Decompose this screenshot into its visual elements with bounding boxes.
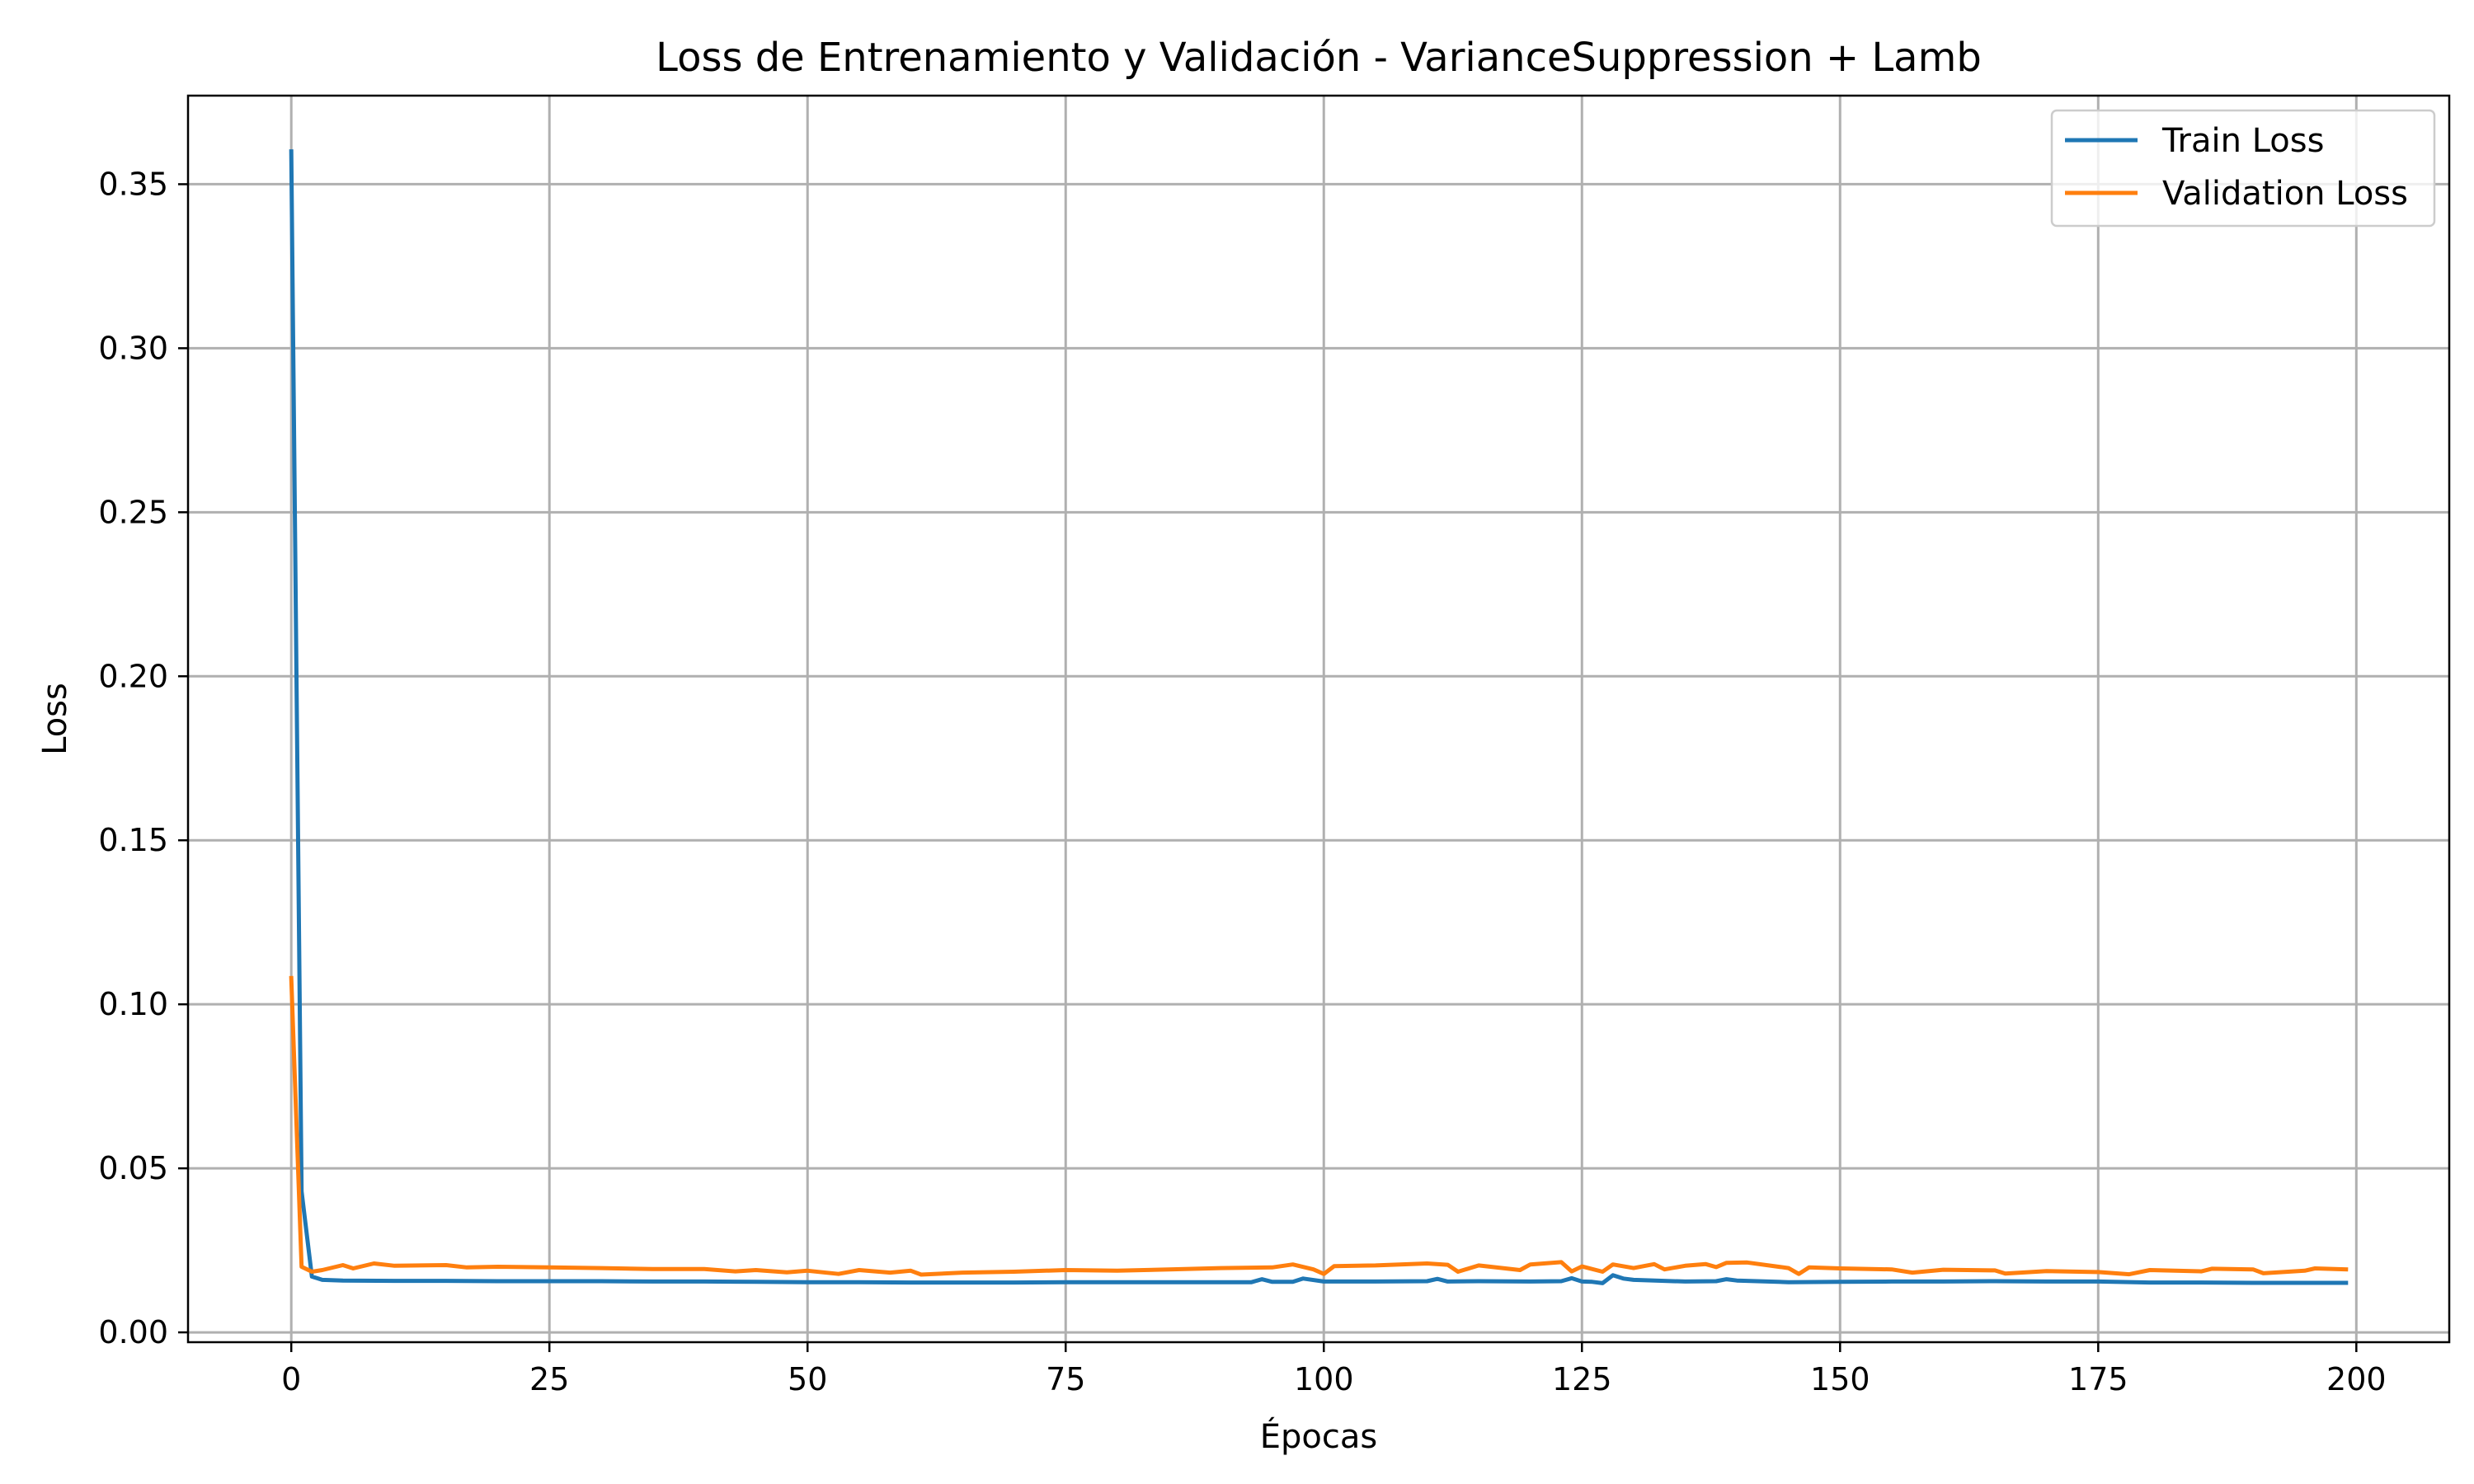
x-tick-label: 200 bbox=[2326, 1361, 2387, 1397]
x-tick-label: 125 bbox=[1552, 1361, 1612, 1397]
x-tick-label: 50 bbox=[788, 1361, 827, 1397]
x-tick-label: 100 bbox=[1294, 1361, 1354, 1397]
legend: Train Loss Validation Loss bbox=[2050, 109, 2436, 228]
legend-label-train-loss: Train Loss bbox=[2161, 122, 2324, 160]
validation-loss-line bbox=[289, 975, 2349, 1277]
train-loss-line bbox=[289, 149, 2349, 1285]
series-lines bbox=[289, 149, 2349, 1285]
y-tick-label: 0.25 bbox=[98, 494, 168, 530]
y-axis-label: Loss bbox=[36, 683, 74, 755]
x-tick-label: 75 bbox=[1046, 1361, 1085, 1397]
plot-frame bbox=[186, 94, 2451, 1344]
y-tick-label: 0.35 bbox=[98, 166, 168, 202]
x-tick-label: 150 bbox=[1810, 1361, 1870, 1397]
legend-label-validation-loss: Validation Loss bbox=[2162, 175, 2408, 213]
x-axis-label: Épocas bbox=[1260, 1416, 1377, 1456]
y-tick-label: 0.05 bbox=[98, 1150, 168, 1186]
grid bbox=[188, 96, 2449, 1342]
y-tick-label: 0.30 bbox=[98, 330, 168, 366]
x-tick-label: 0 bbox=[281, 1361, 301, 1397]
chart-title: Loss de Entrenamiento y Validación - Var… bbox=[656, 35, 1982, 81]
y-tick-label: 0.20 bbox=[98, 658, 168, 694]
x-tick-label: 25 bbox=[529, 1361, 569, 1397]
y-tick-label: 0.10 bbox=[98, 986, 168, 1022]
axis-ticks: 0 25 50 75 100 125 150 175 200 0.00 0.05 0.10 0.15 0.… bbox=[98, 166, 2386, 1397]
y-tick-label: 0.15 bbox=[98, 822, 168, 858]
y-tick-label: 0.00 bbox=[98, 1314, 168, 1350]
legend-box bbox=[2050, 109, 2436, 228]
x-tick-label: 175 bbox=[2068, 1361, 2128, 1397]
